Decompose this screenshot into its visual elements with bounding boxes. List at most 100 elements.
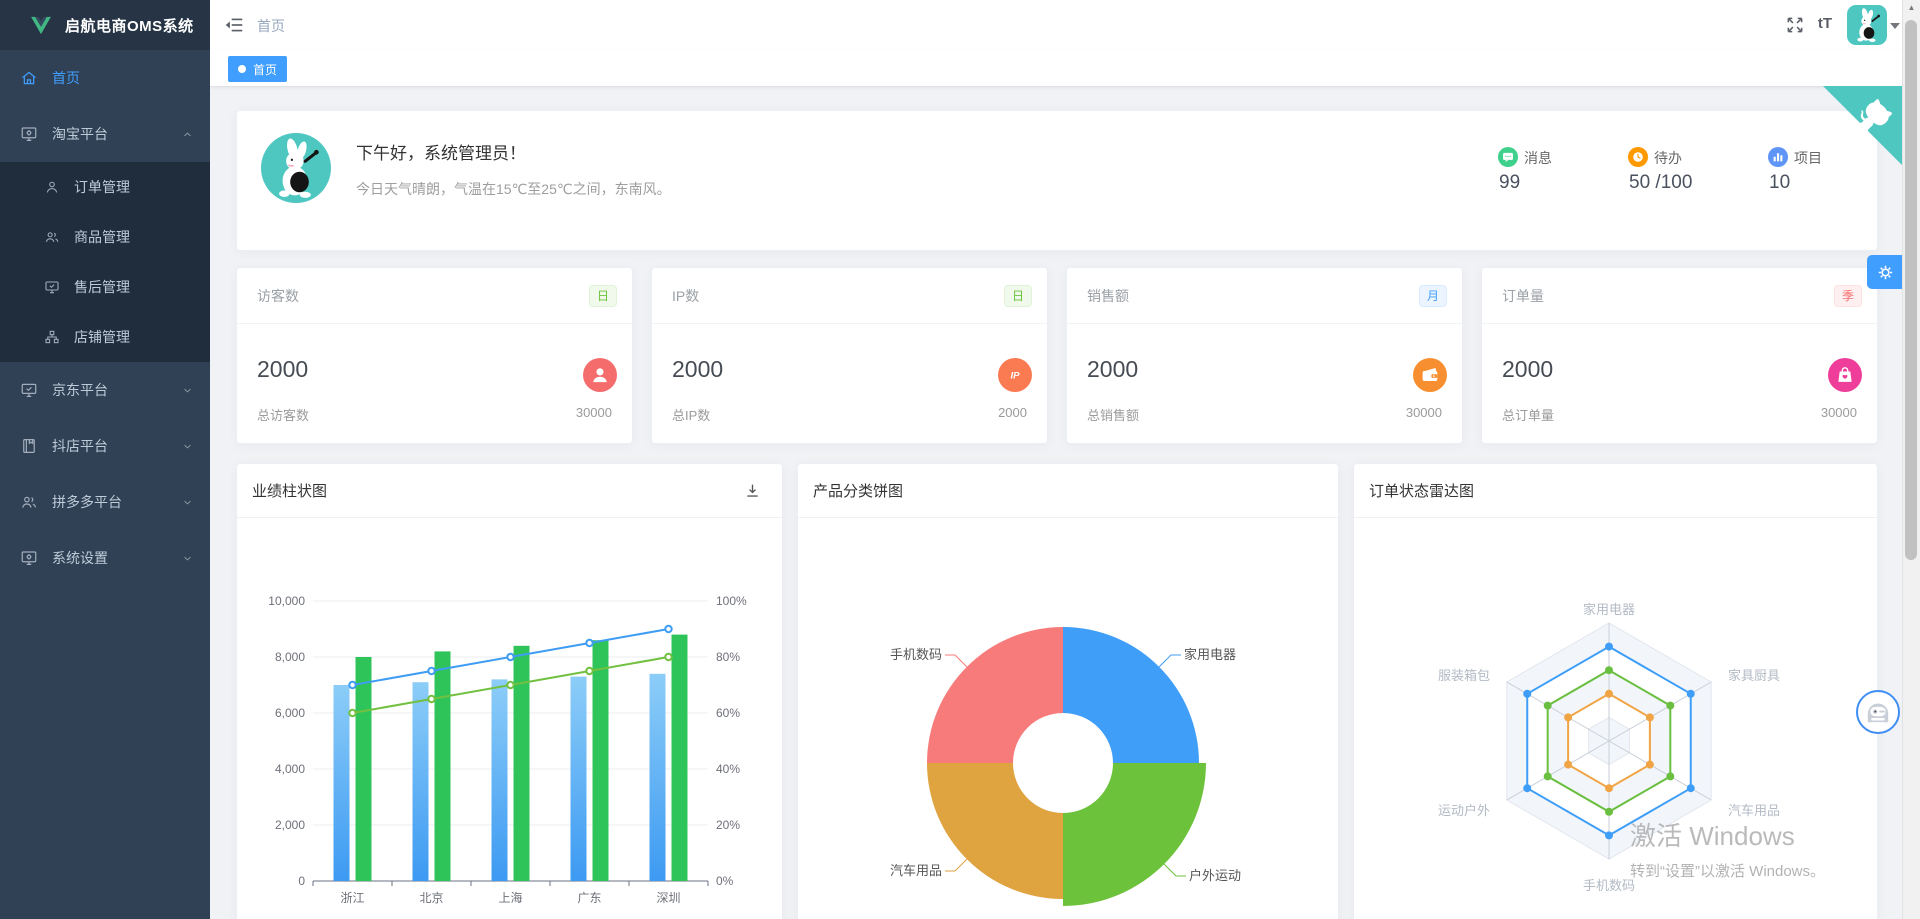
svg-text:广东: 广东	[577, 891, 601, 905]
greeting-text: 下午好，系统管理员！	[356, 144, 526, 163]
bar-chart-card: 业绩柱状图 0 0% 2,000 20% 4,000 40% 6,000 60% 8,000 80…	[236, 463, 783, 919]
stat-footer-label: 总销售额	[1087, 408, 1140, 423]
sidebar-item-taobao[interactable]: 淘宝平台	[0, 106, 210, 162]
svg-text:IP: IP	[1010, 371, 1020, 382]
period-badge: 季	[1833, 284, 1862, 307]
user-icon	[44, 179, 60, 195]
settings-panel-button[interactable]	[1867, 255, 1903, 289]
ip-icon: IP	[998, 358, 1032, 392]
users-icon	[44, 229, 60, 245]
sidebar-item-orders[interactable]: 订单管理	[0, 162, 210, 212]
svg-text:100%: 100%	[716, 594, 747, 608]
stat-card-header: 订单量 季	[1482, 268, 1877, 324]
monitor-check-icon	[20, 381, 38, 399]
sidebar-item-douyin[interactable]: 抖店平台	[0, 418, 210, 474]
stat-card-3: 销售额 月 2000 总销售额 30000	[1066, 267, 1463, 444]
svg-text:北京: 北京	[419, 891, 443, 905]
tab-label: 首页	[253, 62, 278, 77]
vue-logo-icon	[31, 16, 51, 34]
assistant-robot-button[interactable]	[1856, 690, 1900, 734]
svg-text:0%: 0%	[716, 874, 734, 888]
sitemap-icon	[44, 329, 60, 345]
sidebar-item-label: 商品管理	[74, 229, 130, 245]
rabbit-mascot-icon	[279, 138, 319, 198]
radar-chart-title: 订单状态雷达图	[1369, 483, 1475, 500]
stat-card-title: 订单量	[1502, 287, 1544, 304]
fullscreen-icon[interactable]	[1785, 15, 1805, 35]
gear-icon	[1878, 265, 1892, 279]
caret-down-icon[interactable]	[1890, 23, 1900, 29]
welcome-stat-3: 项目 10	[1768, 111, 1888, 250]
stat-card-title: IP数	[672, 287, 700, 304]
svg-text:汽车用品: 汽车用品	[890, 863, 942, 878]
stat-footer-label: 总订单量	[1502, 408, 1555, 423]
page-scrollbar[interactable]: ▲	[1902, 0, 1920, 919]
sidebar-item-shops[interactable]: 店铺管理	[0, 312, 210, 362]
tab-home[interactable]: 首页	[228, 56, 288, 82]
avatar[interactable]	[1847, 5, 1887, 45]
sidebar-item-pdd[interactable]: 拼多多平台	[0, 474, 210, 530]
stat-card-footer: 总销售额 30000	[1087, 405, 1442, 424]
stat-footer-label: 总IP数	[672, 408, 711, 423]
radar-chart-header: 订单状态雷达图	[1354, 464, 1877, 518]
stat-card-2: IP数 日 2000 IP 总IP数 2000	[651, 267, 1048, 444]
scrollbar-up-arrow[interactable]: ▲	[1907, 3, 1916, 12]
sidebar-fold-icon[interactable]	[223, 14, 245, 36]
welcome-stat-1: 消息 99	[1498, 111, 1618, 250]
sidebar-item-jd[interactable]: 京东平台	[0, 362, 210, 418]
book-icon	[20, 437, 38, 455]
bar-chart-title: 业绩柱状图	[252, 483, 328, 500]
svg-text:服装箱包: 服装箱包	[1438, 668, 1490, 683]
monitor-gear-icon	[20, 549, 38, 567]
home-icon	[20, 69, 38, 87]
sidebar-item-label: 首页	[52, 70, 80, 86]
period-badge: 日	[1003, 284, 1032, 307]
github-corner[interactable]	[1823, 86, 1903, 166]
svg-text:家用电器: 家用电器	[1583, 602, 1635, 617]
svg-text:0: 0	[298, 874, 305, 888]
bar-chart-header: 业绩柱状图	[237, 464, 782, 518]
svg-text:80%: 80%	[716, 650, 740, 664]
tab-active-dot	[238, 65, 246, 73]
stat-card-value: 2000	[672, 356, 724, 382]
pie-chart-card: 产品分类饼图 家用电器 户外运动 汽车用品 手机数码	[797, 463, 1339, 919]
chevron-down-icon	[181, 440, 194, 453]
wallet-icon	[1413, 358, 1447, 392]
svg-text:运动户外: 运动户外	[1438, 803, 1490, 818]
sidebar-item-settings[interactable]: 系统设置	[0, 530, 210, 586]
download-icon[interactable]	[743, 481, 762, 500]
app-logo: 启航电商OMS系统	[0, 0, 210, 50]
stat-card-value: 2000	[257, 356, 309, 382]
welcome-stat-label: 消息	[1524, 150, 1552, 166]
svg-text:汽车用品: 汽车用品	[1728, 803, 1780, 818]
svg-text:10,000: 10,000	[268, 594, 305, 608]
sidebar-item-aftersale[interactable]: 售后管理	[0, 262, 210, 312]
bag-icon	[1828, 358, 1862, 392]
stat-footer-value: 30000	[1405, 405, 1442, 420]
chart-bars-icon	[1768, 147, 1788, 167]
users-icon	[20, 493, 38, 511]
font-size-icon[interactable]: tT	[1817, 15, 1832, 32]
sidebar-item-home[interactable]: 首页	[0, 50, 210, 106]
svg-text:上海: 上海	[498, 890, 522, 905]
sidebar-item-products[interactable]: 商品管理	[0, 212, 210, 262]
sidebar-item-label: 淘宝平台	[52, 126, 108, 142]
stat-card-footer: 总访客数 30000	[257, 405, 612, 424]
clock-icon	[1628, 147, 1648, 167]
sidebar-item-label: 京东平台	[52, 382, 108, 398]
svg-text:浙江: 浙江	[340, 891, 364, 905]
radar-chart-card: 订单状态雷达图 家用电器 家具厨具 汽车用品 手机数码 运动户外 服装箱包	[1353, 463, 1878, 919]
svg-text:户外运动: 户外运动	[1189, 868, 1241, 883]
main-content: 下午好，系统管理员！ 今日天气晴朗，气温在15℃至25℃之间，东南风。 消息 99…	[210, 86, 1920, 919]
robot-icon	[1867, 703, 1889, 725]
weather-text: 今日天气晴朗，气温在15℃至25℃之间，东南风。	[356, 181, 671, 197]
sidebar: 启航电商OMS系统 首页淘宝平台订单管理商品管理售后管理 店铺管理京东平台抖店平台…	[0, 0, 210, 919]
stat-card-header: 访客数 日	[237, 268, 632, 324]
stat-card-title: 访客数	[257, 287, 299, 304]
scrollbar-thumb[interactable]	[1905, 20, 1917, 560]
sidebar-item-label: 抖店平台	[52, 438, 108, 454]
user-avatar	[261, 133, 331, 203]
welcome-stat-2: 待办 50 /100	[1628, 111, 1748, 250]
chevron-down-icon	[181, 384, 194, 397]
app-title: 启航电商OMS系统	[65, 17, 194, 35]
